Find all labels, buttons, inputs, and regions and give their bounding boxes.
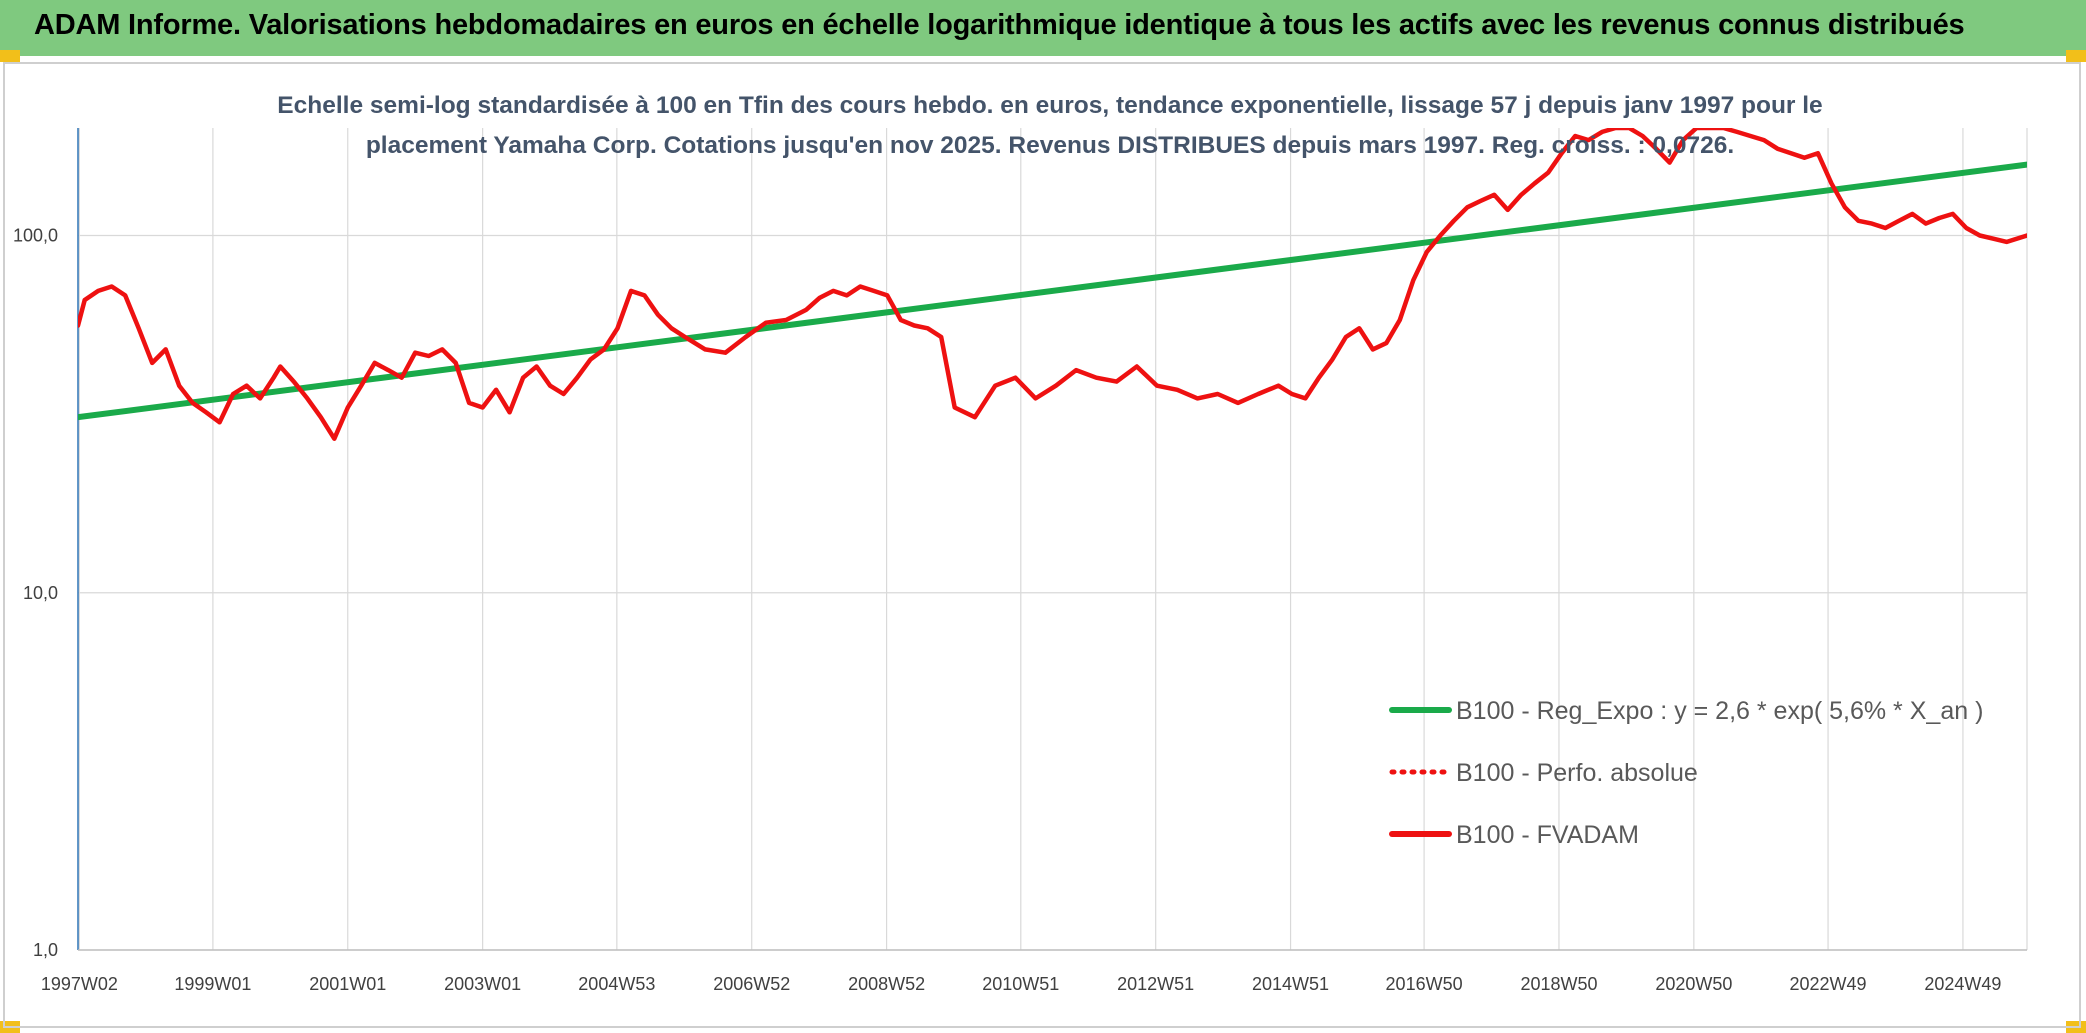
series-line — [78, 128, 2027, 441]
legend-label: B100 - FVADAM — [1456, 821, 1639, 849]
trend-line — [78, 161, 2027, 421]
x-tick-label: 2004W53 — [578, 974, 655, 994]
x-tick-label: 2003W01 — [444, 974, 521, 994]
x-tick-label: 1997W02 — [41, 974, 118, 994]
y-tick-label: 100,0 — [13, 226, 58, 246]
legend-label: B100 - Reg_Expo : y = 2,6 * exp( 5,6% * … — [1456, 697, 1983, 725]
legend: B100 - Reg_Expo : y = 2,6 * exp( 5,6% * … — [1389, 697, 1983, 849]
x-tick-label: 2022W49 — [1790, 974, 1867, 994]
x-tick-label: 2016W50 — [1386, 974, 1463, 994]
x-tick-label: 2018W50 — [1520, 974, 1597, 994]
x-tick-label: 2012W51 — [1117, 974, 1194, 994]
axis-layer: 1,0 10,0 100,0 1997W02 1999W01 2001W01 2003W01… — [13, 128, 2027, 994]
series-layer — [78, 128, 2027, 441]
x-tick-label: 2001W01 — [309, 974, 386, 994]
corner-accent-left — [0, 50, 20, 62]
y-tick-label: 1,0 — [33, 940, 58, 960]
x-tick-label: 2024W49 — [1924, 974, 2001, 994]
corner-accent-right — [2066, 50, 2086, 62]
report-header-bar: ADAM Informe. Valorisations hebdomadaire… — [0, 0, 2086, 56]
x-tick-label: 2010W51 — [982, 974, 1059, 994]
grid-layer — [78, 128, 2028, 951]
chart-frame — [3, 62, 2081, 1028]
y-tick-label: 10,0 — [23, 583, 58, 603]
legend-label: B100 - Perfo. absolue — [1456, 759, 1698, 787]
report-title: ADAM Informe. Valorisations hebdomadaire… — [34, 9, 1965, 41]
x-tick-label: 2020W50 — [1655, 974, 1732, 994]
chart-title: Echelle semi-log standardisée à 100 en T… — [277, 92, 1823, 159]
x-tick-label: 2014W51 — [1252, 974, 1329, 994]
x-tick-label: 2006W52 — [713, 974, 790, 994]
x-tick-label: 1999W01 — [174, 974, 251, 994]
x-tick-label: 2008W52 — [848, 974, 925, 994]
